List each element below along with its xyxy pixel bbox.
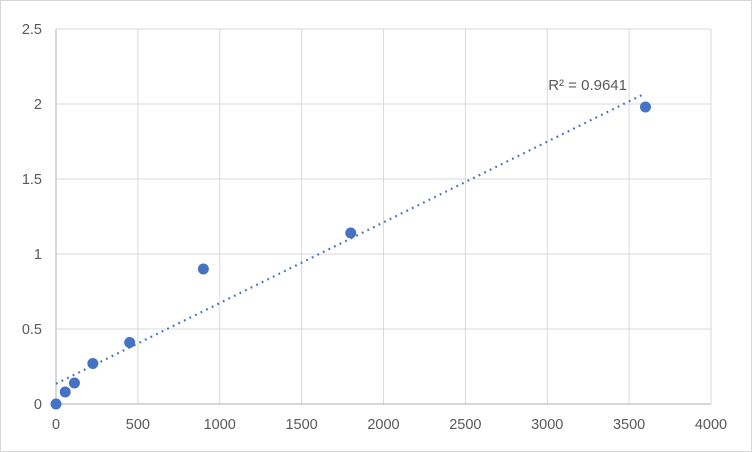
y-axis-tick-label: 0 xyxy=(34,397,42,413)
x-axis-tick-label: 0 xyxy=(52,417,60,433)
y-axis-tick-label: 1.5 xyxy=(22,172,42,188)
data-point xyxy=(345,227,357,239)
y-axis-tick-label: 2.5 xyxy=(22,22,42,38)
y-axis-tick-label: 2 xyxy=(34,97,42,113)
x-axis-tick-label: 2500 xyxy=(449,417,481,433)
data-point xyxy=(87,358,99,369)
x-axis-tick-label: 4000 xyxy=(695,417,727,433)
data-point xyxy=(50,398,62,410)
x-axis-tick-label: 3500 xyxy=(613,417,645,433)
x-axis-tick-label: 500 xyxy=(126,417,150,433)
x-axis-tick-label: 2000 xyxy=(367,417,399,433)
x-axis-tick-label: 1500 xyxy=(285,417,317,433)
y-axis-tick-label: 1 xyxy=(34,247,42,263)
y-axis-tick-label: 0.5 xyxy=(22,322,42,338)
data-point xyxy=(59,386,71,398)
data-point xyxy=(640,101,651,113)
x-axis-tick-label: 1000 xyxy=(204,417,236,433)
data-point xyxy=(68,377,80,389)
data-point xyxy=(197,263,209,275)
data-point xyxy=(124,337,136,348)
x-axis-tick-label: 3000 xyxy=(531,417,563,433)
